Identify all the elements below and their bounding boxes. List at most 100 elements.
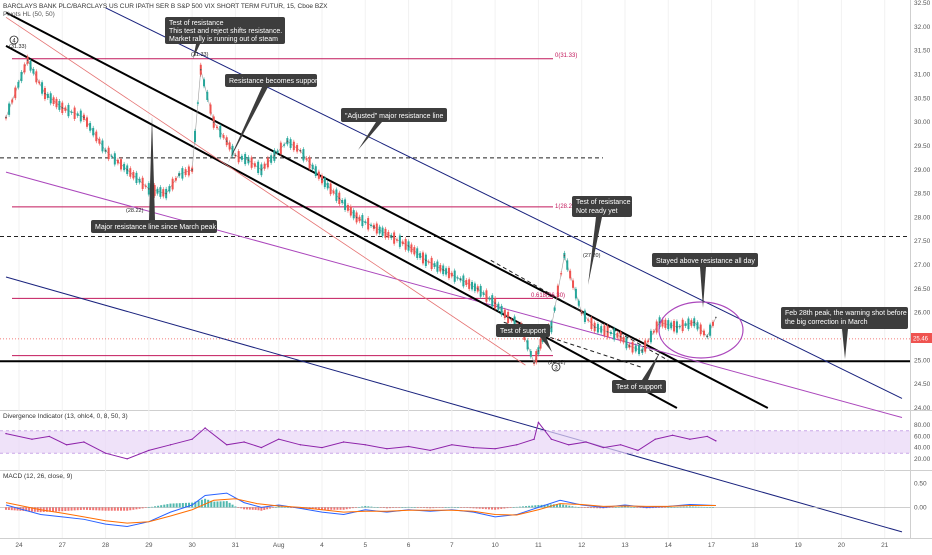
- macd-histogram-bar: [172, 503, 175, 508]
- macd-histogram-bar: [401, 507, 404, 508]
- macd-histogram-bar: [460, 507, 463, 508]
- candle-body: [240, 155, 243, 160]
- price-point: [61, 107, 64, 109]
- macd-histogram-bar: [348, 507, 351, 509]
- macd-histogram-bar: [509, 507, 512, 508]
- candle-body: [329, 183, 332, 195]
- candle-body: [64, 107, 67, 111]
- time-axis-tick-label: 4: [320, 542, 324, 549]
- candle-body: [209, 104, 212, 114]
- divergence-point: [65, 444, 68, 446]
- divergence-point: [277, 438, 280, 440]
- candle-body: [341, 199, 344, 204]
- callout-line: Test of support: [616, 384, 662, 391]
- macd-histogram-bar: [395, 507, 398, 508]
- callout-box: [225, 74, 317, 87]
- divergence-point: [104, 452, 107, 454]
- macd-histogram-bar: [466, 507, 469, 508]
- price-point: [563, 254, 566, 257]
- price-point: [234, 154, 237, 157]
- macd-histogram-bar: [30, 507, 33, 512]
- macd-histogram-bar: [546, 504, 549, 508]
- macd-histogram-bar: [709, 507, 712, 508]
- candle-body: [317, 171, 320, 179]
- macd-histogram-bar: [42, 507, 45, 513]
- price-point: [273, 154, 276, 157]
- macd-histogram-bar: [608, 507, 611, 508]
- macd-legend: MACD (12, 26, close, 9): [3, 473, 72, 480]
- macd-histogram-bar: [351, 507, 354, 509]
- divergence-band: [0, 430, 910, 454]
- start-pivot-label: (31.33): [9, 44, 27, 50]
- candle-body: [465, 280, 468, 286]
- candle-body: [652, 330, 655, 333]
- macd-histogram-bar: [676, 506, 679, 508]
- chart-title: BARCLAYS BANK PLC/BARCLAYS US CUR IPATH …: [3, 3, 328, 10]
- macd-histogram-bar: [565, 505, 568, 508]
- divergence-point: [226, 444, 228, 446]
- macd-histogram-bar: [251, 507, 254, 510]
- time-axis-tick-label: 18: [751, 542, 759, 549]
- price-point: [178, 173, 180, 176]
- candle-body: [625, 337, 628, 349]
- macd-histogram-bar: [367, 506, 370, 508]
- macd-histogram-bar: [670, 507, 673, 508]
- divergence-axis-tick-label: 60.00: [914, 433, 931, 440]
- price-point: [477, 288, 479, 290]
- macd-histogram-bar: [257, 507, 260, 511]
- macd-histogram-bar: [73, 507, 76, 511]
- candle-body: [20, 71, 23, 82]
- candle-body: [49, 93, 52, 104]
- divergence-point: [619, 444, 622, 446]
- macd-histogram-bar: [160, 505, 163, 508]
- candle-body: [73, 107, 76, 119]
- price-pane[interactable]: [0, 0, 910, 410]
- divergence-point: [451, 444, 453, 446]
- time-axis-tick-label: 31: [232, 542, 240, 549]
- macd-histogram-bar: [382, 507, 385, 508]
- macd-histogram-bar: [475, 507, 478, 509]
- divergence-point: [715, 440, 717, 442]
- candle-body: [302, 149, 305, 161]
- grid: [18, 0, 886, 538]
- candle-body: [222, 135, 225, 138]
- time-axis-tick-label: Aug: [273, 542, 285, 549]
- pivot-4-marker: [9, 35, 19, 45]
- macd-histogram-bar: [25, 507, 28, 512]
- candle-body: [289, 139, 292, 148]
- macd-histogram-bar: [389, 507, 391, 509]
- price-series: [5, 54, 717, 366]
- candle-body: [539, 338, 542, 349]
- macd-histogram-bar: [345, 507, 348, 510]
- candle-body: [335, 189, 338, 201]
- candle-body: [471, 281, 474, 290]
- macd-histogram-bar: [469, 507, 472, 509]
- macd-histogram-bar: [126, 507, 129, 511]
- macd-histogram-bar: [110, 507, 113, 511]
- callout-line: Market rally is running out of steam: [169, 36, 278, 43]
- macd-histogram-bar: [574, 506, 577, 508]
- candle-body: [196, 102, 199, 104]
- macd-histogram-bar: [45, 507, 48, 512]
- candle-body: [413, 247, 416, 255]
- time-axis-tick-label: 10: [492, 542, 500, 549]
- macd-histogram-bar: [491, 507, 494, 510]
- price-point: [5, 116, 7, 119]
- macd-histogram-bar: [28, 507, 31, 512]
- macd-histogram-bar: [679, 506, 682, 508]
- callout-box: [572, 196, 632, 217]
- price-axis-tick-label: 27.50: [914, 238, 931, 245]
- candle-body: [266, 157, 269, 168]
- macd-histogram-bar: [129, 507, 132, 511]
- candle-body: [296, 145, 299, 152]
- callout-box: [165, 17, 285, 44]
- macd-histogram-bar: [648, 507, 651, 509]
- candle-body: [279, 142, 282, 155]
- macd-histogram-bar: [605, 507, 608, 509]
- macd-histogram-bar: [688, 506, 691, 508]
- candle-body: [702, 330, 705, 336]
- candle-body: [283, 144, 286, 146]
- candle-body: [393, 232, 396, 244]
- candle-body: [79, 110, 82, 122]
